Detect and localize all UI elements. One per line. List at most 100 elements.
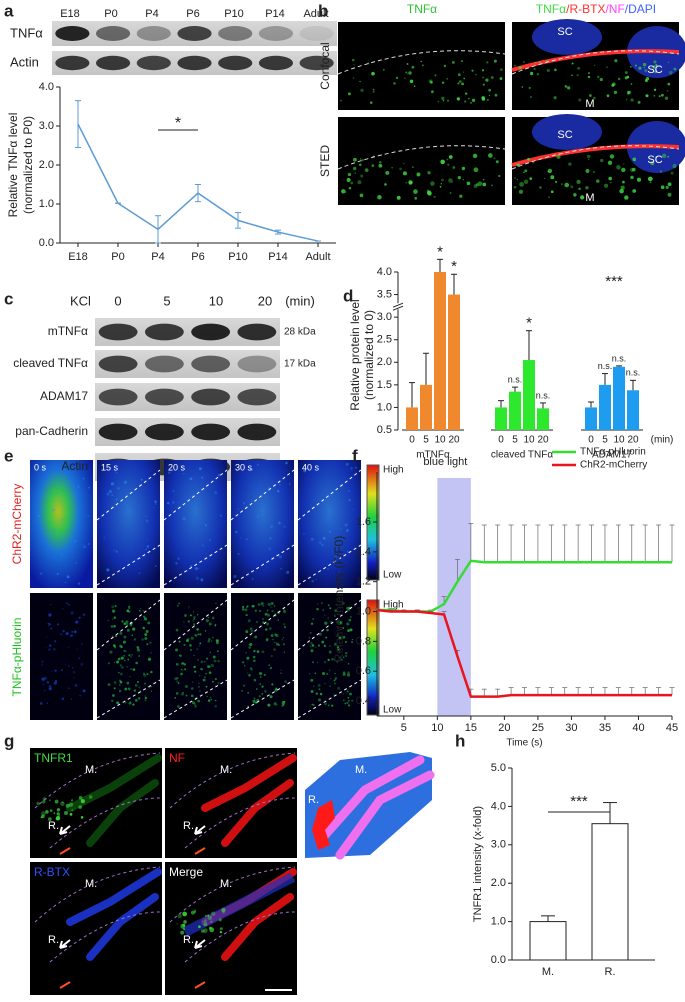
speckle (119, 644, 123, 648)
speckle (133, 689, 137, 692)
speckle (113, 645, 117, 648)
speckle (82, 477, 85, 480)
speckle (493, 59, 497, 63)
arrow (59, 825, 71, 835)
annotation: n.s. (612, 353, 627, 363)
speckle (326, 628, 329, 632)
speckle (269, 666, 273, 670)
y-tick-label: 0.8 (356, 635, 371, 647)
speckle (258, 609, 262, 613)
speckle (190, 565, 193, 568)
speckle (665, 185, 669, 190)
speckle (203, 919, 207, 923)
speckle (192, 620, 194, 622)
speckle (573, 193, 577, 197)
speckle (62, 518, 65, 521)
speckle (346, 701, 349, 705)
speckle (666, 89, 669, 92)
speckle (146, 643, 149, 646)
speckle (188, 606, 190, 608)
speckle (56, 808, 61, 812)
speckle (275, 642, 279, 646)
region-label: R. (48, 820, 59, 832)
speckle (585, 168, 590, 173)
arrow (59, 939, 71, 949)
speckle (329, 530, 331, 533)
speckle (146, 545, 150, 548)
speckle (113, 616, 117, 619)
speckle (193, 623, 196, 626)
speckle (204, 914, 208, 918)
outline (34, 752, 161, 849)
speckle (113, 624, 116, 628)
speckle (197, 685, 200, 688)
image-layer (30, 19, 685, 995)
speckle (71, 630, 74, 633)
speckle (193, 665, 196, 669)
speckle (276, 704, 278, 706)
speckle (207, 665, 211, 669)
speckle (616, 165, 621, 170)
region-label: R. (183, 820, 194, 832)
outline (96, 544, 161, 586)
speckle (206, 695, 208, 698)
speckle (318, 698, 321, 702)
speckle (459, 194, 463, 198)
speckle (630, 98, 634, 102)
speckle (372, 88, 375, 91)
speckle (548, 196, 550, 198)
x-tick-label: P6 (191, 251, 204, 263)
annotation: * (526, 315, 532, 332)
speckle (207, 616, 209, 619)
speckle (609, 154, 615, 159)
speckle (466, 181, 471, 186)
speckle (140, 607, 142, 610)
region-label: M. (355, 764, 367, 776)
speckle (544, 177, 546, 180)
speckle (70, 634, 73, 637)
speckle (110, 482, 114, 486)
speckle (519, 182, 524, 187)
speckle (48, 623, 51, 626)
speckle (270, 525, 274, 529)
speckle (538, 61, 542, 64)
speckle (37, 514, 41, 518)
bar (585, 407, 597, 430)
speckle (620, 185, 625, 190)
speckle (51, 670, 53, 672)
speckle (655, 64, 658, 67)
speckle (667, 82, 671, 86)
speckle (249, 643, 253, 647)
group-label: cleaved TNFα (491, 450, 554, 461)
speckle (182, 669, 184, 672)
speckle (150, 670, 153, 674)
speckle (327, 704, 330, 707)
speckle (358, 163, 362, 167)
speckle (267, 602, 271, 607)
speckle (203, 660, 206, 663)
speckle (518, 66, 522, 70)
speckle (278, 644, 280, 646)
x-tick-label: 15 (465, 722, 477, 734)
speckle (62, 801, 64, 804)
speckle (661, 93, 664, 97)
speckle (48, 613, 52, 617)
speckle (347, 671, 351, 675)
speckle (473, 184, 478, 189)
speckle (237, 552, 240, 556)
region-mark: SC (557, 129, 572, 141)
speckle (245, 613, 248, 617)
speckle (205, 918, 207, 920)
speckle (113, 661, 116, 664)
speckle (342, 693, 344, 695)
speckle (207, 915, 213, 921)
speckle (340, 658, 343, 661)
arrow (194, 939, 206, 949)
speckle (65, 632, 69, 636)
speckle (482, 182, 487, 187)
speckle (653, 60, 657, 64)
speckle (118, 689, 122, 693)
axis-break (392, 302, 404, 308)
speckle (329, 607, 332, 610)
speckle (303, 533, 305, 535)
